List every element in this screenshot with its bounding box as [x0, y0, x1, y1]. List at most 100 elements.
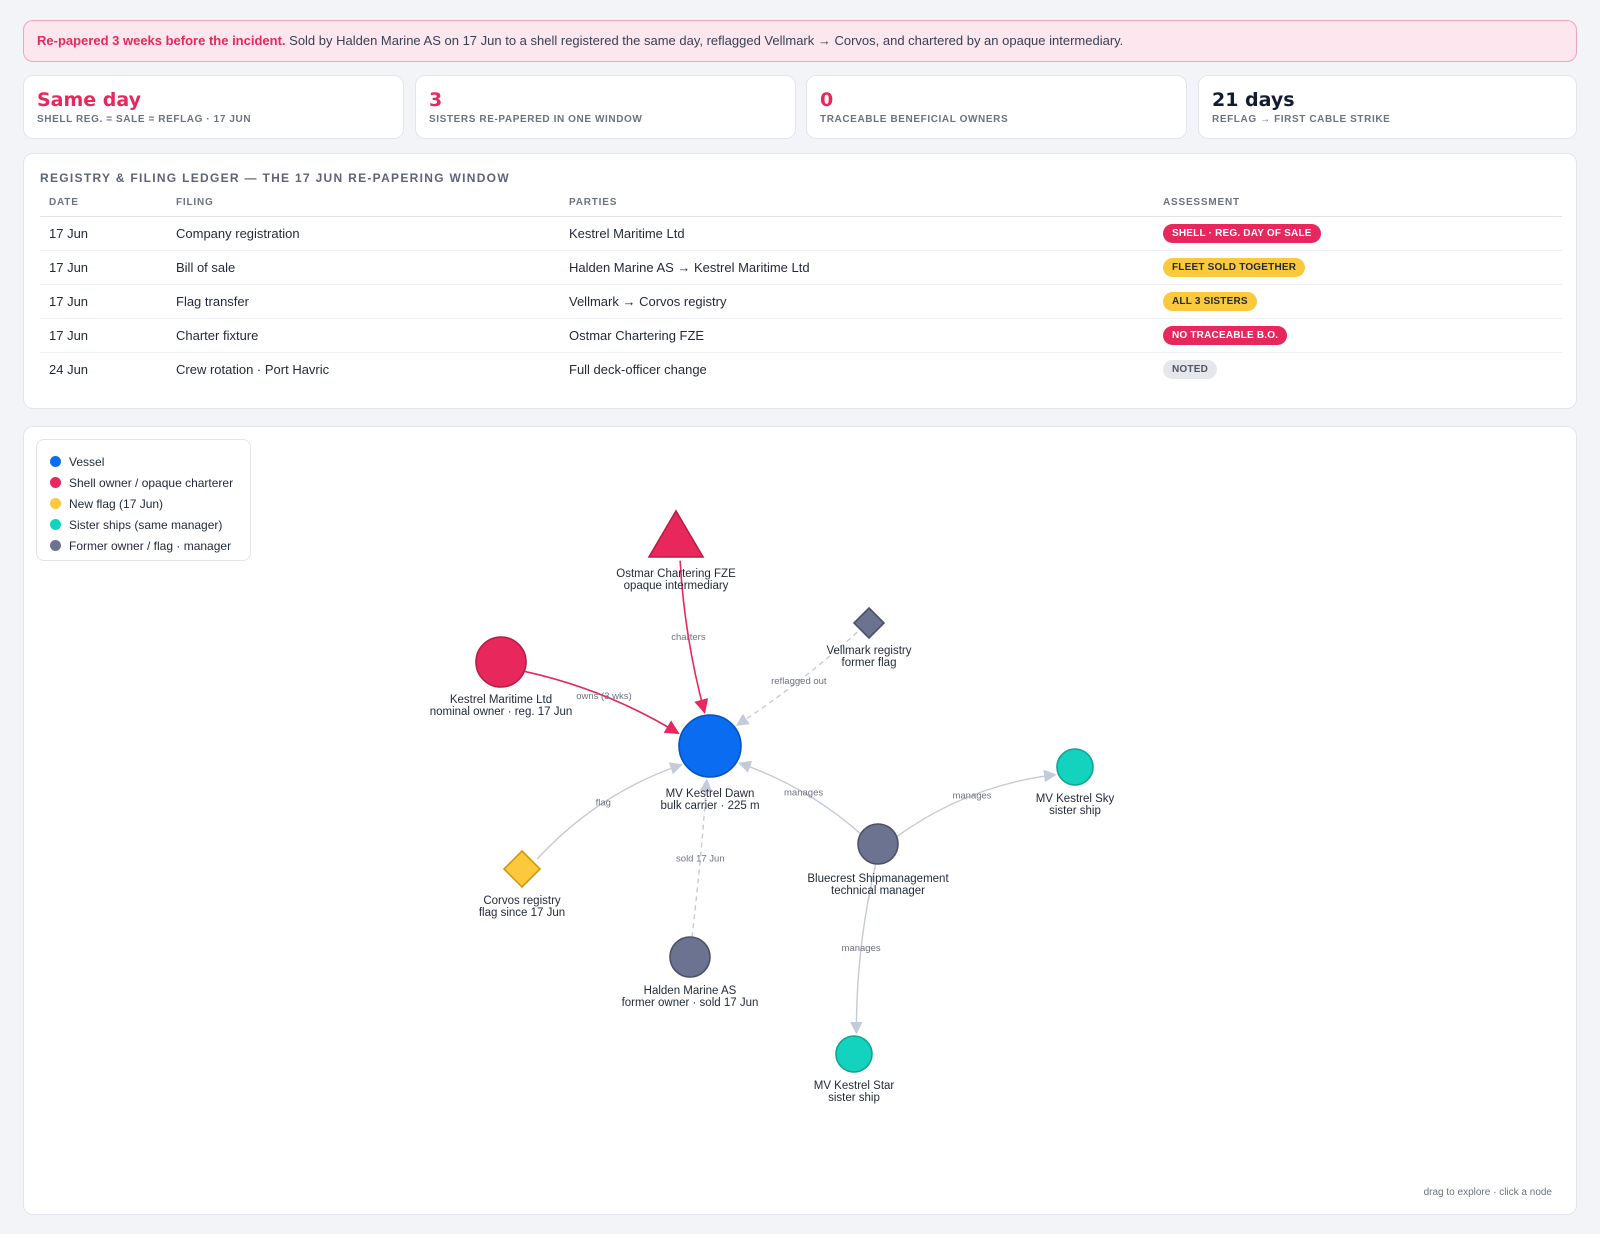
- edge-bluecrest-sky: [896, 769, 1057, 838]
- node-label: Ostmar Chartering FZE: [616, 568, 736, 580]
- cell-filing: Bill of sale: [167, 250, 560, 285]
- legend-swatch: [50, 498, 61, 509]
- node-shape[interactable]: [835, 1035, 873, 1073]
- node-shape[interactable]: [669, 936, 711, 978]
- edge-halden-dawn: [691, 778, 713, 938]
- cell-date: 17 Jun: [40, 284, 167, 319]
- edge-bluecrest-dawn: [738, 760, 862, 835]
- assessment-badge: FLEET SOLD TOGETHER: [1163, 258, 1306, 277]
- node-shape[interactable]: [647, 509, 705, 558]
- legend-label: Sister ships (same manager): [69, 517, 223, 532]
- edge-label: charters: [671, 632, 706, 643]
- ledger-title: Registry & filing ledger — the 17 Jun re…: [40, 171, 510, 185]
- ledger-row: 17 Jun Company registration Kestrel Mariti…: [40, 216, 1562, 251]
- node-label: sister ship: [1049, 805, 1101, 817]
- stat-card-days: 21 days Reflag → first cable strike: [1198, 75, 1577, 139]
- edge-corvos-dawn: [536, 762, 683, 860]
- stat-card-same-day: Same day Shell reg. = sale = reflag · 17…: [23, 75, 404, 139]
- node-label: flag since 17 Jun: [479, 907, 565, 919]
- cell-filing: Charter fixture: [167, 318, 560, 353]
- stat-value: 3: [429, 89, 443, 111]
- ownership-network-graph[interactable]: charters owns (3 wks) reflagged out flag sol…: [23, 426, 1577, 1215]
- ledger-row: 17 Jun Flag transfer Vellmark → Corvos reg…: [40, 284, 1562, 319]
- edge-vellmark-dawn: [735, 631, 858, 726]
- edge-label: owns (3 wks): [576, 691, 631, 702]
- ledger-row: 17 Jun Charter fixture Ostmar Chartering F…: [40, 318, 1562, 353]
- cell-filing: Flag transfer: [167, 284, 560, 319]
- cell-parties: Ostmar Chartering FZE: [560, 318, 1154, 353]
- network-canvas[interactable]: charters owns (3 wks) reflagged out flag sol…: [24, 427, 1577, 1215]
- stat-card-beneficial-owners: 0 Traceable beneficial owners: [806, 75, 1187, 139]
- node-label: bulk carrier · 225 m: [660, 800, 759, 812]
- node-label: Kestrel Maritime Ltd: [450, 694, 552, 706]
- node-label: sister ship: [828, 1092, 880, 1104]
- node-label: technical manager: [831, 885, 925, 897]
- cell-assessment: ALL 3 SISTERS: [1154, 284, 1562, 319]
- graph-legend: Vessel Shell owner / opaque charterer Ne…: [36, 439, 251, 561]
- node-shape[interactable]: [852, 606, 886, 640]
- alert-text: Sold by Halden Marine AS on 17 Jun to a …: [285, 33, 1124, 48]
- stat-value: Same day: [37, 89, 142, 111]
- legend-item: Vessel: [50, 451, 250, 472]
- node-shape[interactable]: [1056, 748, 1094, 786]
- edge-ostmar-dawn: [679, 560, 709, 714]
- stat-label: Traceable beneficial owners: [820, 114, 1009, 125]
- legend-swatch: [50, 456, 61, 467]
- ledger-table: Date Filing Parties Assessment 17 Jun Com…: [40, 197, 1562, 387]
- stat-label: Shell reg. = sale = reflag · 17 Jun: [37, 114, 252, 125]
- node-label: Halden Marine AS: [644, 985, 737, 997]
- assessment-badge: NOTED: [1163, 360, 1217, 380]
- legend-label: Shell owner / opaque charterer: [69, 475, 234, 490]
- node-shape[interactable]: [857, 823, 899, 865]
- legend-label: Vessel: [69, 454, 105, 469]
- node-label: Vellmark registry: [827, 645, 912, 657]
- stat-label: Reflag → first cable strike: [1212, 114, 1391, 125]
- stat-value: 0: [820, 89, 834, 111]
- assessment-badge: ALL 3 SISTERS: [1163, 292, 1257, 311]
- cell-parties: Full deck-officer change: [569, 362, 707, 378]
- node-label: Corvos registry: [483, 895, 561, 907]
- legend-label: New flag (17 Jun): [69, 496, 164, 511]
- edge-label: manages: [784, 787, 823, 798]
- legend-item: New flag (17 Jun): [50, 493, 250, 514]
- node-label: opaque intermediary: [624, 580, 729, 592]
- column-header-date: Date: [40, 197, 167, 217]
- node-label: MV Kestrel Dawn: [666, 788, 755, 800]
- cell-date: 17 Jun: [40, 216, 167, 251]
- legend-swatch: [50, 540, 61, 551]
- cell-assessment: SHELL · REG. DAY OF SALE: [1154, 216, 1562, 251]
- cell-parties: Halden Marine AS → Kestrel Maritime Ltd: [560, 250, 1154, 285]
- edge-kestrel-dawn: [524, 670, 680, 735]
- cell-date: 24 Jun: [49, 362, 89, 378]
- cell-assessment: NOTED: [1154, 353, 1562, 387]
- node-shape[interactable]: [678, 714, 742, 778]
- stat-value: 21 days: [1212, 89, 1295, 111]
- cell-parties: Kestrel Maritime Ltd: [560, 216, 1154, 251]
- ledger-body: 17 Jun Company registration Kestrel Mariti…: [40, 216, 1562, 387]
- node-shape[interactable]: [502, 849, 542, 889]
- edge-bluecrest-star: [850, 863, 877, 1035]
- node-label: MV Kestrel Sky: [1036, 793, 1115, 805]
- legend-swatch: [50, 519, 61, 530]
- incident-alert-banner: Re-papered 3 weeks before the incident. …: [23, 20, 1577, 62]
- alert-highlight: Re-papered 3 weeks before the incident.: [37, 33, 286, 48]
- edge-label: manages: [952, 790, 991, 801]
- cell-date: 17 Jun: [40, 250, 167, 285]
- legend-label: Former owner / flag · manager: [69, 538, 232, 553]
- cell-filing: Crew rotation · Port Havric: [176, 362, 330, 378]
- legend-item: Shell owner / opaque charterer: [50, 472, 250, 493]
- cell-date: 17 Jun: [40, 318, 167, 353]
- node-shape[interactable]: [475, 636, 527, 688]
- assessment-badge: NO TRACEABLE B.O.: [1163, 326, 1288, 345]
- node-label: nominal owner · reg. 17 Jun: [430, 706, 573, 718]
